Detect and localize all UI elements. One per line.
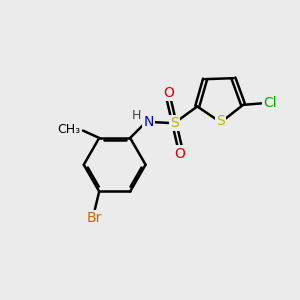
- Text: CH₃: CH₃: [58, 123, 81, 136]
- Text: O: O: [174, 147, 185, 160]
- Text: S: S: [170, 116, 179, 130]
- Text: S: S: [216, 114, 225, 128]
- Text: O: O: [164, 86, 174, 100]
- Text: Cl: Cl: [263, 96, 277, 110]
- Text: H: H: [131, 109, 141, 122]
- Text: Br: Br: [87, 211, 103, 225]
- Text: N: N: [143, 115, 154, 129]
